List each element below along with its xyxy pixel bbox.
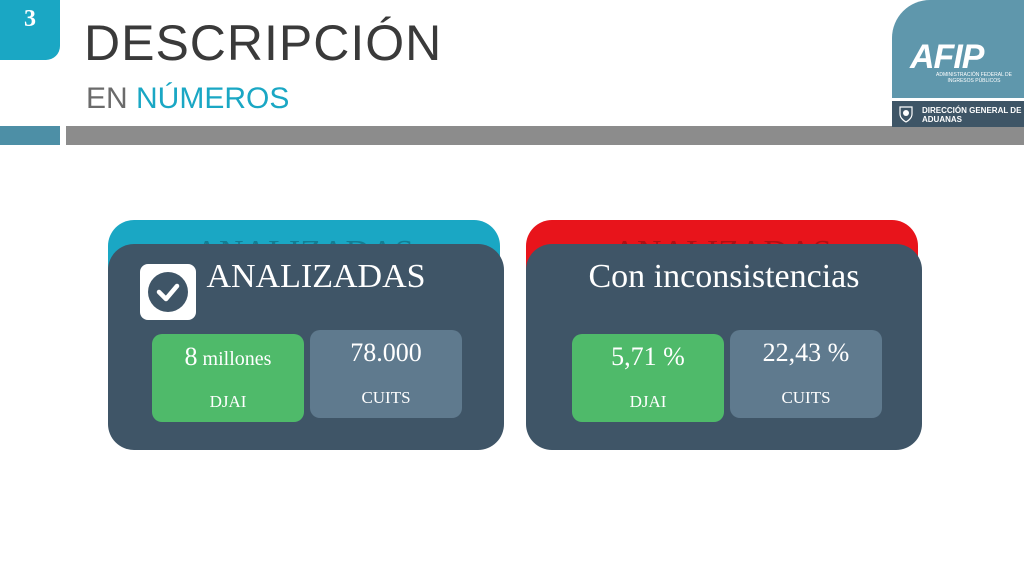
stat-label: CUITS [361,388,411,407]
subtitle-accent: NÚMEROS [136,82,290,115]
aduanas-label: DIRECCIÓN GENERAL DE ADUANAS [922,106,1021,124]
card-title: Con inconsistencias [588,258,860,295]
stat-djai: 5,71 % DJAI [572,334,724,422]
inconsistencias-card: ANALIZADAS Con inconsistencias 5,71 % DJ… [526,220,922,450]
slide-number: 3 [24,6,36,32]
stat-cuits: 22,43 % CUITS [730,330,882,418]
dept-line-1: DIRECCIÓN GENERAL DE [922,106,1022,115]
stat-label: DJAI [209,392,247,411]
stat-label: DJAI [629,392,667,411]
stat-value: 8 millones [152,342,304,372]
stat-label: CUITS [781,388,831,407]
aduana-shield-icon [899,106,913,123]
checkmark-icon [156,283,180,302]
check-badge [140,264,196,320]
subtitle-prefix: EN [86,82,137,115]
logo-panel: AFIP ADMINISTRACIÓN FEDERAL DE INGRESOS … [892,0,1024,98]
afip-logo: AFIP ADMINISTRACIÓN FEDERAL DE INGRESOS … [892,0,1024,127]
stat-value: 22,43 % [762,338,850,367]
stat-value: 5,71 % [611,342,685,371]
aduanas-panel: DIRECCIÓN GENERAL DE ADUANAS [892,101,1024,127]
card-title: ANALIZADAS [206,258,426,295]
stat-cuits: 78.000 CUITS [310,330,462,418]
slide-number-tab: 3 [0,0,60,60]
header-bar [66,126,1024,145]
header-bar-left [0,126,60,145]
afip-brand-subtitle: ADMINISTRACIÓN FEDERAL DE INGRESOS PÚBLI… [936,72,1012,84]
card-front-panel: Con inconsistencias 5,71 % DJAI 22,43 % … [526,244,922,450]
stat-unit: millones [197,348,272,370]
stat-djai: 8 millones DJAI [152,334,304,422]
check-circle-icon [148,272,188,312]
stat-number: 8 [184,342,198,371]
afip-brand: AFIP [910,38,984,76]
analizadas-card: ANALIZADAS ANALIZADAS 8 millones DJAI 78… [108,220,504,450]
page-subtitle: EN NÚMEROS [86,84,289,114]
stat-value: 78.000 [350,338,422,367]
page-title: DESCRIPCIÓN [84,15,443,71]
dept-line-2: ADUANAS [922,115,962,124]
